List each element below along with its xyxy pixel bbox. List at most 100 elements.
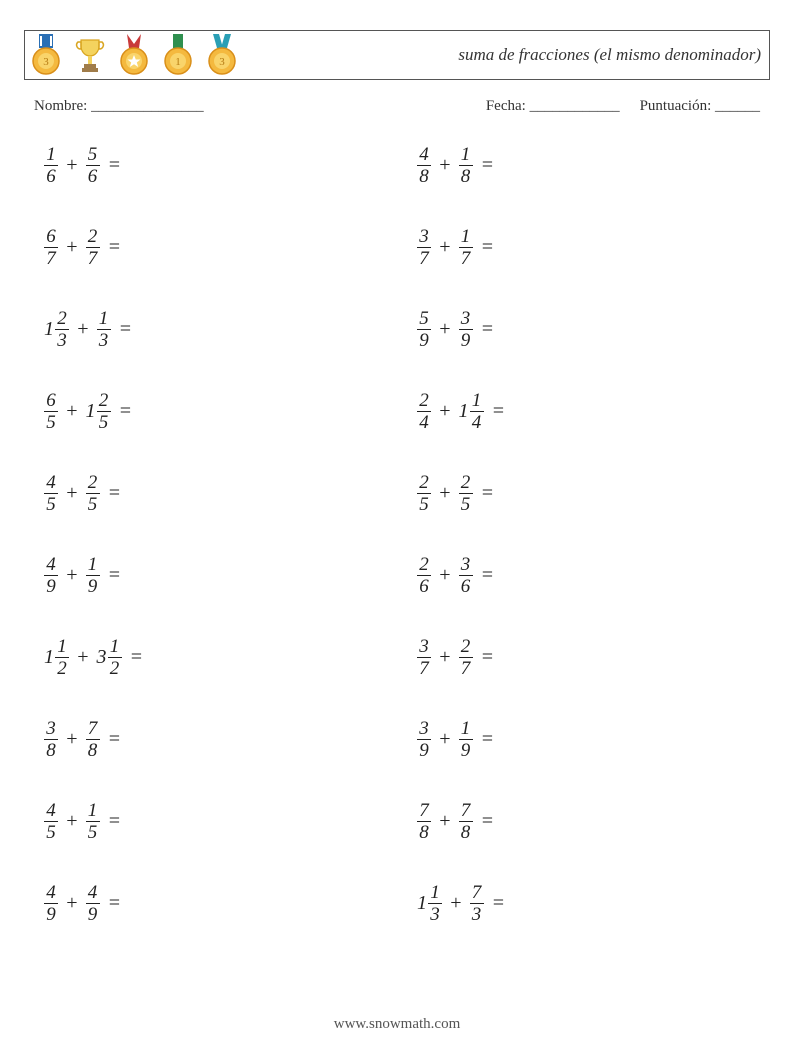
denominator: 2 (108, 657, 122, 678)
fraction: 25 (417, 473, 431, 514)
numerator: 1 (430, 883, 440, 903)
fraction: 13 (428, 883, 442, 924)
denominator: 5 (417, 493, 431, 514)
numerator: 3 (419, 637, 429, 657)
problem: 37+27= (417, 635, 750, 679)
numerator: 3 (419, 227, 429, 247)
problem: 2 4 +114 = (417, 389, 750, 433)
medal-icon: 3 (29, 34, 63, 76)
denominator: 9 (44, 575, 58, 596)
operator: + (438, 154, 452, 177)
problem: 65+125= (44, 389, 377, 433)
numerator: 2 (419, 391, 429, 411)
operator: + (65, 892, 79, 915)
fraction: 73 (470, 883, 484, 924)
denominator: 7 (459, 657, 473, 678)
denominator: 4 (470, 411, 484, 432)
fraction: 16 (44, 145, 58, 186)
equals: = (108, 892, 122, 915)
numerator: 7 (472, 883, 482, 903)
numerator: 5 (419, 309, 429, 329)
fraction: 13 (97, 309, 111, 350)
numerator: 1 (46, 145, 56, 165)
whole-part: 1 (417, 892, 427, 915)
problem: 112+312= (44, 635, 377, 679)
fraction: 37 (417, 227, 431, 268)
denominator: 8 (417, 165, 431, 186)
operator: + (438, 810, 452, 833)
denominator: 8 (459, 821, 473, 842)
fraction: 78 (459, 801, 473, 842)
fraction: 18 (459, 145, 473, 186)
fraction: 14 (470, 391, 484, 432)
medal-row: 3 (29, 34, 239, 76)
problem: 37+17= (417, 225, 750, 269)
numerator: 4 (419, 145, 429, 165)
operator: + (438, 236, 452, 259)
fraction: 39 (417, 719, 431, 760)
numerator: 1 (88, 801, 98, 821)
denominator: 5 (86, 821, 100, 842)
header-box: 3 (24, 30, 770, 80)
equals: = (119, 400, 133, 423)
numerator: 3 (461, 309, 471, 329)
denominator: 3 (428, 903, 442, 924)
problem: 16+56= (44, 143, 377, 187)
equals: = (481, 236, 495, 259)
whole-part: 1 (459, 400, 469, 423)
problem: 113+73= (417, 881, 750, 925)
fraction: 78 (86, 719, 100, 760)
equals: = (119, 318, 133, 341)
operator: + (438, 400, 452, 423)
numerator: 1 (461, 145, 471, 165)
numerator: 3 (419, 719, 429, 739)
date-field: Fecha: ____________ (486, 98, 620, 115)
numerator: 4 (46, 473, 56, 493)
operator: + (438, 564, 452, 587)
numerator: 1 (57, 637, 67, 657)
fraction: 23 (55, 309, 69, 350)
problem: 59+39= (417, 307, 750, 351)
fraction: 37 (417, 637, 431, 678)
equals: = (108, 564, 122, 587)
denominator: 6 (459, 575, 473, 596)
numerator: 3 (46, 719, 56, 739)
equals: = (481, 646, 495, 669)
whole-part: 1 (86, 400, 96, 423)
operator: + (65, 482, 79, 505)
numerator: 1 (88, 555, 98, 575)
numerator: 6 (46, 227, 56, 247)
equals: = (108, 728, 122, 751)
problem: 49+19= (44, 553, 377, 597)
fraction: 49 (44, 883, 58, 924)
denominator: 9 (459, 739, 473, 760)
denominator: 5 (44, 411, 58, 432)
fraction: 38 (44, 719, 58, 760)
equals: = (492, 892, 506, 915)
problem: 38+78= (44, 717, 377, 761)
denominator: 7 (44, 247, 58, 268)
denominator: 9 (459, 329, 473, 350)
equals: = (481, 810, 495, 833)
score-field: Puntuación: ______ (640, 98, 760, 115)
numerator: 1 (472, 391, 482, 411)
operator: + (438, 482, 452, 505)
numerator: 5 (88, 145, 98, 165)
medal-icon: 3 (205, 34, 239, 76)
fraction: 25 (459, 473, 473, 514)
problem: 25+25= (417, 471, 750, 515)
denominator: 5 (44, 821, 58, 842)
numerator: 7 (88, 719, 98, 739)
denominator: 3 (55, 329, 69, 350)
problem: 45+25= (44, 471, 377, 515)
info-row: Nombre: _______________ Fecha: _________… (24, 98, 770, 115)
equals: = (481, 728, 495, 751)
operator: + (449, 892, 463, 915)
numerator: 7 (461, 801, 471, 821)
problem: 78 +78 = (417, 799, 750, 843)
svg-text:3: 3 (43, 56, 49, 68)
fraction: 36 (459, 555, 473, 596)
equals: = (492, 400, 506, 423)
fraction: 15 (86, 801, 100, 842)
numerator: 1 (461, 227, 471, 247)
